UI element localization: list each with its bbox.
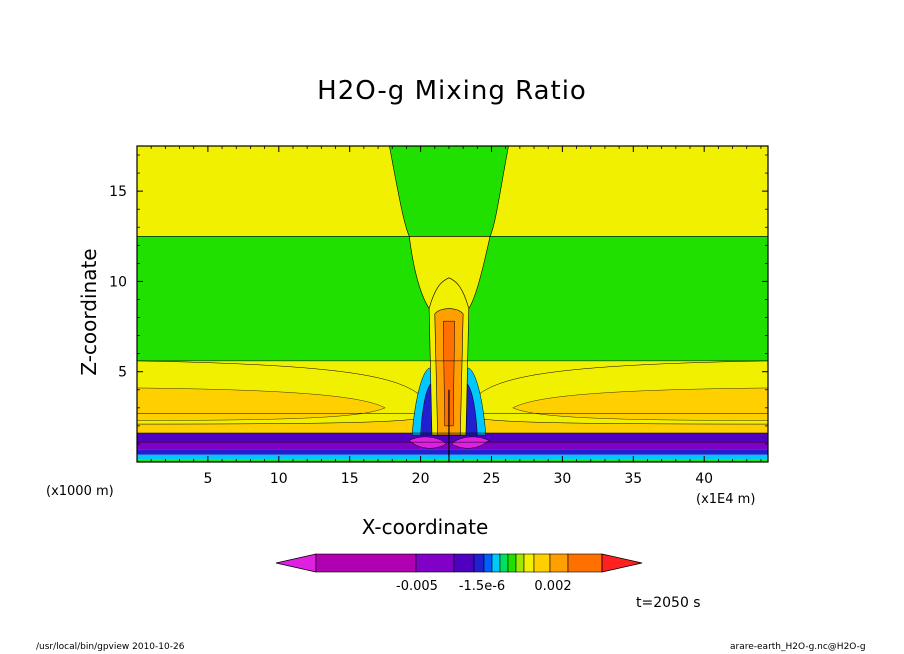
contour-base-lobe-left [408,436,447,449]
axis-ticks: 5 10 15 20 25 30 35 40 5 10 15 [109,146,768,487]
colorbar-label: 0.002 [534,579,571,594]
chart-title: H2O-g Mixing Ratio [317,76,587,106]
colorbar-swatch-high-extend [601,553,643,573]
colorbar-swatch [491,553,501,573]
x-tick-label: 10 [270,471,288,487]
contour-field [136,145,769,462]
x-tick-label: 25 [483,471,501,487]
x-tick-label: 5 [203,471,212,487]
contour-band-surface-purple [137,433,768,443]
contour-band-surface-violet [137,442,768,450]
colorbar-swatch [453,553,475,573]
colorbar-swatch [315,553,417,573]
colorbar-swatch [483,553,493,573]
contour-plume-top [389,145,509,237]
colorbar-swatch [507,553,517,573]
footer-left: /usr/local/bin/gpview 2010-10-26 [36,642,185,652]
x-tick-label: 30 [553,471,571,487]
plot-frame [136,145,769,463]
y-tick-label: 10 [109,274,127,290]
colorbar-swatch [523,553,535,573]
y-tick-label: 15 [109,184,127,200]
y-tick-label: 5 [118,365,127,381]
contour-band-surface-blue [137,449,768,455]
colorbar-swatch-low-extend [275,553,317,573]
colorbar-swatch [473,553,485,573]
contour-wing-left-inner [136,387,386,421]
colorbar-swatch [515,553,525,573]
contour-plume-inner [443,320,455,427]
x-axis-label: X-coordinate [361,515,489,539]
colorbar-label: -0.005 [396,579,438,594]
x-unit-label: (x1000 m) [46,484,114,499]
colorbar-swatch [499,553,509,573]
x-tick-label: 35 [624,471,642,487]
x-tick-label: 40 [695,471,713,487]
colorbar-swatch [567,553,603,573]
x-scale-label: (x1E4 m) [696,492,756,507]
colorbar-label: -1.5e-6 [459,579,505,594]
colorbar-swatch [549,553,569,573]
contour-band-surface-cyan [137,454,768,460]
contour-wing-right-inner [512,387,769,421]
footer-right: arare-earth_H2O-g.nc@H2O-g [730,642,866,652]
contour-base-lobe-right [451,436,490,449]
x-tick-label: 15 [341,471,359,487]
x-tick-label: 20 [412,471,430,487]
colorbar-swatch [533,553,551,573]
contour-band-surface-green [137,459,768,462]
time-label: t=2050 s [636,595,701,611]
y-axis-label: Z-coordinate [77,248,101,376]
colorbar: -0.005 -1.5e-6 0.002 [275,553,643,594]
colorbar-swatch [415,553,455,573]
